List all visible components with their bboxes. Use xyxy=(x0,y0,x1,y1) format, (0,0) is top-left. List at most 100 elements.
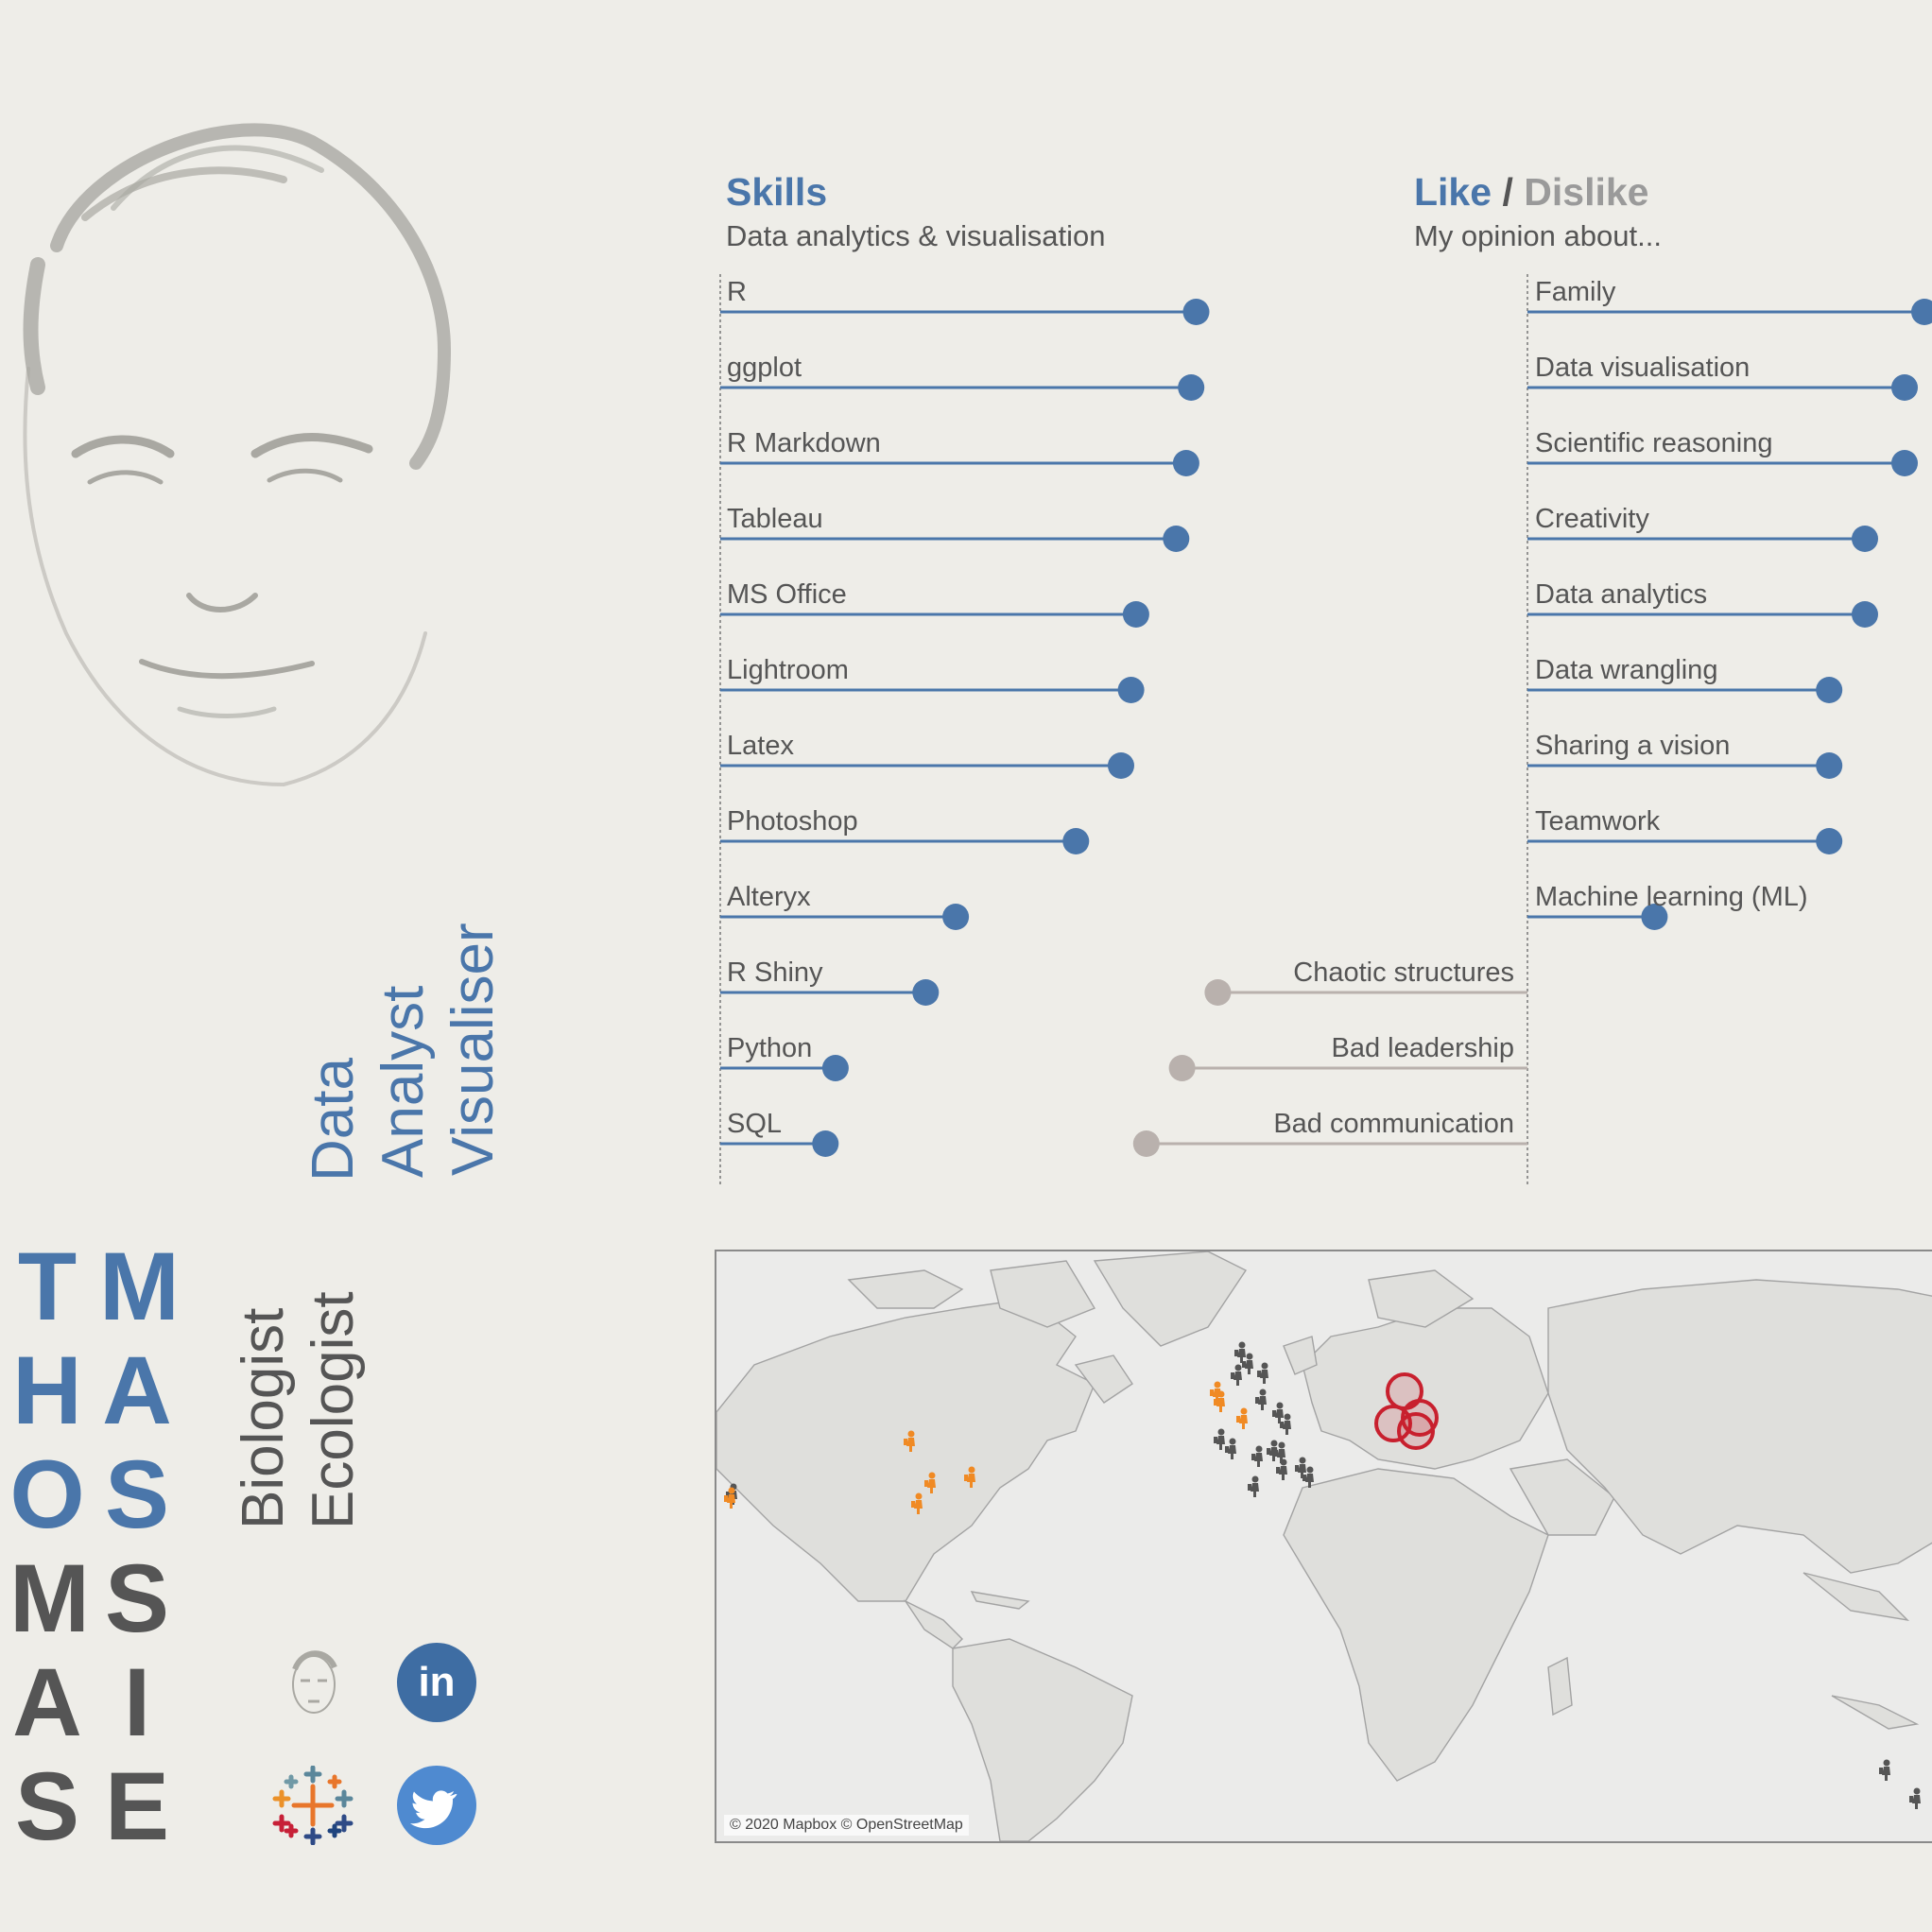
name-letter: M xyxy=(9,1544,90,1652)
opinion-subtitle: My opinion about... xyxy=(1414,219,1662,252)
hiker-marker-icon xyxy=(1234,1341,1246,1363)
hiker-marker-icon xyxy=(1879,1759,1890,1781)
name-letter: I xyxy=(123,1648,151,1756)
hiker-marker-icon xyxy=(964,1466,975,1488)
skill-label: Latex xyxy=(727,731,794,761)
hiker-marker-icon xyxy=(1276,1458,1287,1480)
skill-label: Alteryx xyxy=(727,882,811,912)
like-dot xyxy=(1816,828,1843,854)
skill-label: R Markdown xyxy=(727,428,881,458)
name-letter: S xyxy=(104,1544,170,1652)
like-label: Family xyxy=(1535,277,1616,307)
like-label: Data analytics xyxy=(1535,579,1707,610)
like-dot xyxy=(1911,299,1932,325)
hiker-marker-icon xyxy=(724,1487,735,1509)
skill-label: Photoshop xyxy=(727,806,858,837)
hiker-marker-icon xyxy=(1272,1402,1284,1423)
hiker-marker-icon xyxy=(1909,1787,1921,1809)
location-pin-icon xyxy=(1401,1399,1439,1437)
skill-dot xyxy=(1122,601,1149,628)
hiker-marker-icon xyxy=(1214,1428,1225,1450)
skills-subtitle: Data analytics & visualisation xyxy=(726,219,1106,252)
dislike-dot xyxy=(1132,1130,1160,1157)
skill-dot xyxy=(1117,677,1145,703)
map-base xyxy=(716,1251,1932,1841)
skill-dot xyxy=(1163,526,1190,552)
skill-label: ggplot xyxy=(727,353,802,383)
skills-title: Skills xyxy=(726,170,828,214)
dislike-label: Bad communication xyxy=(1273,1109,1514,1139)
role-data: Data xyxy=(301,1058,366,1182)
hiker-marker-icon xyxy=(924,1472,936,1493)
name-letter: S xyxy=(14,1752,80,1860)
name-letter: A xyxy=(12,1648,82,1756)
like-dot xyxy=(1852,526,1878,552)
twitter-icon[interactable] xyxy=(397,1766,476,1845)
role-biologist: Biologist xyxy=(231,1307,296,1529)
like-label: Scientific reasoning xyxy=(1535,428,1772,458)
hiker-marker-icon xyxy=(1295,1457,1306,1478)
like-dot xyxy=(1891,450,1918,476)
name-letter: H xyxy=(12,1337,82,1444)
hiker-marker-icon xyxy=(1214,1390,1225,1412)
like-dot xyxy=(1852,601,1878,628)
skill-dot xyxy=(812,1130,839,1157)
hiker-marker-icon xyxy=(1236,1407,1248,1429)
skill-label: R xyxy=(727,277,747,307)
hiker-marker-icon xyxy=(1280,1413,1291,1435)
name-letter: O xyxy=(9,1440,85,1548)
role-analyst: Analyst xyxy=(371,985,436,1178)
like-label: Creativity xyxy=(1535,504,1649,534)
like-label: Machine learning (ML) xyxy=(1535,882,1808,912)
like-dot xyxy=(1641,904,1668,930)
hiker-marker-icon xyxy=(904,1430,915,1452)
name-letter: S xyxy=(104,1440,170,1548)
like-dot xyxy=(1891,374,1918,401)
role-ecologist: Ecologist xyxy=(301,1291,366,1529)
like-label: Data visualisation xyxy=(1535,353,1750,383)
like-label: Data wrangling xyxy=(1535,655,1717,685)
hiker-marker-icon xyxy=(1267,1440,1278,1461)
hiker-marker-icon xyxy=(1248,1475,1259,1497)
map-attribution: © 2020 Mapbox © OpenStreetMap xyxy=(724,1815,969,1836)
like-label: Sharing a vision xyxy=(1535,731,1730,761)
skill-dot xyxy=(1108,752,1134,779)
name-letter: E xyxy=(104,1752,170,1860)
linkedin-icon[interactable]: in xyxy=(397,1643,476,1722)
skill-label: Tableau xyxy=(727,504,823,534)
hiker-marker-icon xyxy=(1242,1353,1253,1374)
name-letter: M xyxy=(99,1233,180,1340)
hiker-marker-icon xyxy=(911,1492,923,1514)
role-visualiser: Visualiser xyxy=(440,923,506,1176)
hiker-marker-icon xyxy=(1225,1438,1236,1459)
portrait-icon[interactable] xyxy=(284,1643,344,1722)
hiker-marker-icon xyxy=(1257,1362,1268,1384)
twitter-bird-icon xyxy=(410,1790,457,1829)
hiker-marker-icon xyxy=(1255,1389,1267,1410)
skill-dot xyxy=(821,1055,849,1081)
skill-label: Lightroom xyxy=(727,655,849,685)
skill-dot xyxy=(1182,299,1210,325)
skill-dot xyxy=(942,904,970,930)
name-letter: A xyxy=(102,1337,172,1444)
name-letter: T xyxy=(17,1233,78,1340)
dislike-dot xyxy=(1168,1055,1196,1081)
skill-dot xyxy=(1178,374,1205,401)
portrait-sketch xyxy=(23,123,452,787)
skill-dot xyxy=(1062,828,1090,854)
skill-dot xyxy=(912,979,940,1006)
title-separator: / xyxy=(1502,170,1513,214)
dislike-label: Chaotic structures xyxy=(1293,957,1514,988)
dislike-dot xyxy=(1204,979,1232,1006)
opinion-title: Like / Dislike xyxy=(1414,170,1648,215)
skill-label: SQL xyxy=(727,1109,782,1139)
map-markers xyxy=(724,1341,1921,1809)
tableau-icon[interactable] xyxy=(270,1766,355,1845)
like-dot xyxy=(1816,752,1843,779)
world-map[interactable]: © 2020 Mapbox © OpenStreetMap xyxy=(715,1250,1932,1843)
skill-label: R Shiny xyxy=(727,957,823,988)
linkedin-label: in xyxy=(418,1659,456,1705)
hiker-marker-icon xyxy=(1251,1445,1263,1467)
like-title: Like xyxy=(1414,170,1492,214)
